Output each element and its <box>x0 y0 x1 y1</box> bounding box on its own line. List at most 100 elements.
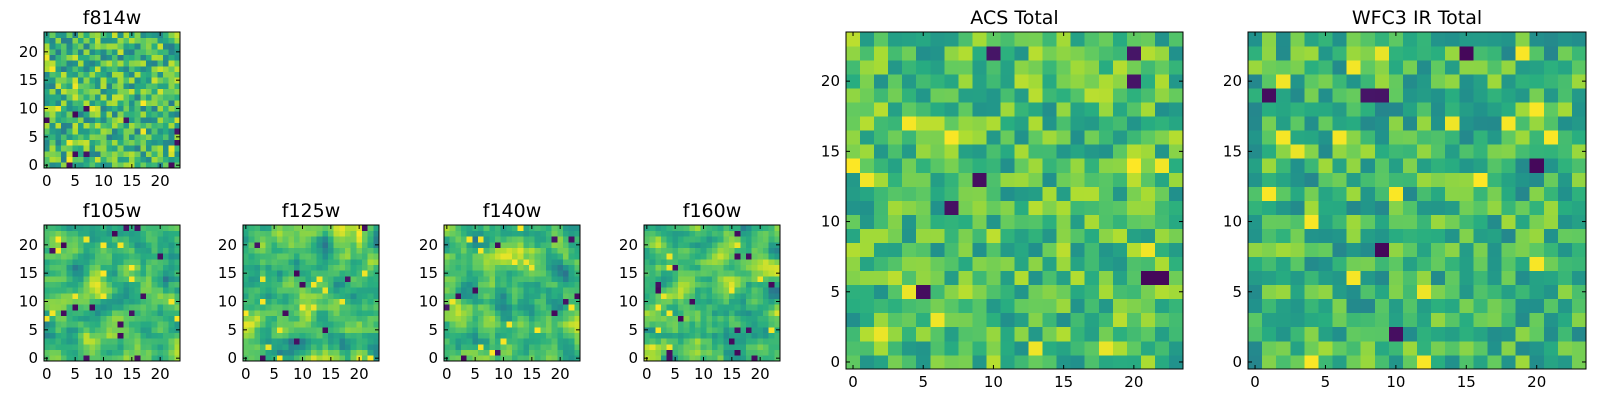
acs-total-cell <box>888 270 903 286</box>
f160w-cell <box>666 338 673 345</box>
f814w-cell <box>72 122 79 129</box>
f160w-cell <box>695 236 702 243</box>
wfc3-ir-total-cell <box>1248 214 1263 229</box>
f814w-cell <box>66 77 73 84</box>
f105w-cell <box>83 327 90 334</box>
wfc3-ir-total-cell <box>1417 60 1432 75</box>
f140w-cell <box>546 304 553 311</box>
f814w-cell <box>112 60 119 67</box>
f814w-cell <box>168 94 175 101</box>
f160w-cell <box>712 253 719 260</box>
f125w-cell <box>248 310 255 317</box>
f160w-cell <box>672 327 679 334</box>
f105w-cell <box>123 332 130 339</box>
f160w-cell <box>706 253 713 260</box>
f814w-ytick-label: 5 <box>28 128 38 146</box>
f125w-cell <box>282 259 289 266</box>
f140w-cell <box>574 225 581 232</box>
f814w-cell <box>134 145 141 152</box>
acs-total-cell <box>1154 326 1170 342</box>
f105w-cell <box>95 236 102 243</box>
f160w-cell <box>757 332 764 339</box>
acs-total-cell <box>1056 312 1072 328</box>
f105w-cell <box>140 287 147 294</box>
f160w-cell <box>746 242 753 249</box>
acs-total-cell <box>986 256 1001 272</box>
f125w-cell <box>311 304 318 311</box>
acs-total-cell <box>916 340 931 356</box>
f125w-cell <box>254 304 261 311</box>
f140w-cell <box>472 327 479 334</box>
acs-total-cell <box>1154 312 1170 328</box>
f814w-cell <box>44 43 51 50</box>
f140w-cell <box>506 259 513 266</box>
f140w-cell <box>466 298 473 305</box>
f140w-cell <box>563 276 570 283</box>
f105w-cell <box>89 225 96 232</box>
f105w-cell <box>95 225 102 232</box>
f160w-cell <box>644 344 651 351</box>
f160w-cell <box>734 242 741 249</box>
wfc3-ir-total-cell <box>1557 172 1573 187</box>
f814w-cell <box>55 128 62 135</box>
f814w-cell <box>123 162 130 169</box>
wfc3-ir-total-cell <box>1543 270 1559 286</box>
f140w-cell <box>574 247 581 254</box>
wfc3-ir-total-cell <box>1290 186 1305 201</box>
f160w-cell <box>723 287 730 294</box>
f105w-cell <box>163 355 170 362</box>
f814w-cell <box>168 105 175 112</box>
f105w-cell <box>163 247 170 254</box>
f160w-cell <box>723 253 730 260</box>
f125w-cell <box>277 304 284 311</box>
f140w-cell <box>551 327 558 334</box>
wfc3-ir-total-cell <box>1374 172 1390 187</box>
f125w-cell <box>316 327 323 334</box>
f125w-cell <box>328 310 335 317</box>
f140w-cell <box>449 253 456 260</box>
f105w-cell <box>146 287 153 294</box>
f105w-cell <box>106 242 113 249</box>
f814w-cell <box>151 77 158 84</box>
wfc3-ir-total-cell <box>1332 340 1347 356</box>
f105w-cell <box>78 321 85 328</box>
acs-total-cell <box>972 88 987 103</box>
acs-total-cell <box>1028 172 1043 187</box>
f105w-cell <box>83 321 90 328</box>
acs-total-cell <box>1084 228 1100 243</box>
wfc3-ir-total-cell <box>1388 242 1404 258</box>
f160w-cell <box>672 304 679 311</box>
f105w-cell <box>78 338 85 345</box>
acs-total-cell <box>1056 326 1072 342</box>
f140w-cell <box>461 276 468 283</box>
wfc3-ir-total-cell <box>1445 354 1460 370</box>
f160w-cell <box>678 298 685 305</box>
f105w-cell <box>106 327 113 334</box>
wfc3-ir-total-cell <box>1332 256 1347 272</box>
wfc3-ir-total-cell <box>1346 256 1362 272</box>
f160w-cell <box>763 281 770 288</box>
wfc3-ir-total-cell <box>1276 340 1291 356</box>
f160w-cell <box>757 253 764 260</box>
f125w-cell <box>362 304 369 311</box>
f814w-cell <box>100 77 107 84</box>
f140w-cell <box>489 310 496 317</box>
acs-total-cell <box>916 130 931 145</box>
acs-total-cell <box>1000 158 1015 173</box>
f814w-cell <box>112 54 119 61</box>
f125w-cell <box>345 230 352 237</box>
f140w-cell <box>574 332 581 339</box>
acs-total-cell <box>1000 74 1015 89</box>
f814w-cell <box>106 111 113 118</box>
f814w-cell <box>168 145 175 152</box>
f105w-cell <box>44 253 51 260</box>
f160w-cell <box>717 310 724 317</box>
acs-total-cell <box>986 46 1001 61</box>
f140w-cell <box>534 332 541 339</box>
acs-total-cell <box>930 60 945 75</box>
f140w-cell <box>472 264 479 271</box>
f140w-cell <box>455 276 462 283</box>
f160w-cell <box>734 253 741 260</box>
wfc3-ir-total-cell <box>1501 158 1516 173</box>
acs-total-cell <box>916 102 931 117</box>
